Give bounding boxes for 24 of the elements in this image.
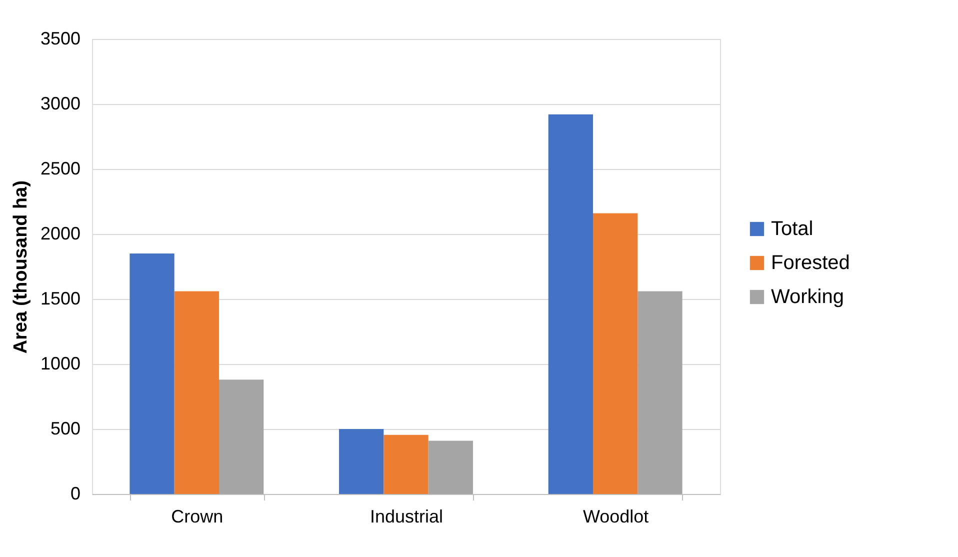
bar (339, 429, 384, 494)
bar (548, 114, 594, 494)
y-tick-label: 3500 (40, 28, 80, 48)
bar (174, 291, 219, 494)
y-tick-label: 1000 (40, 354, 80, 374)
y-tick-label: 1500 (40, 288, 80, 308)
y-tick-label: 3000 (40, 94, 80, 114)
x-tick-label: Woodlot (582, 506, 649, 526)
bar (130, 254, 174, 494)
legend-label: Total (771, 218, 814, 240)
y-tick-label: 2500 (40, 158, 80, 178)
y-tick-label: 2000 (40, 224, 80, 244)
y-tick-label: 500 (50, 418, 80, 438)
x-tick-label: Industrial (370, 506, 444, 526)
bar (638, 291, 682, 494)
bar (218, 380, 264, 494)
legend-label: Working (771, 286, 844, 308)
legend-label: Forested (771, 252, 850, 274)
y-tick-label: 0 (70, 484, 80, 504)
bar (593, 213, 638, 494)
bar (428, 440, 473, 494)
y-axis-title: Area (thousand ha) (10, 180, 32, 354)
x-tick-label: Crown (171, 506, 224, 526)
bar (384, 434, 428, 494)
